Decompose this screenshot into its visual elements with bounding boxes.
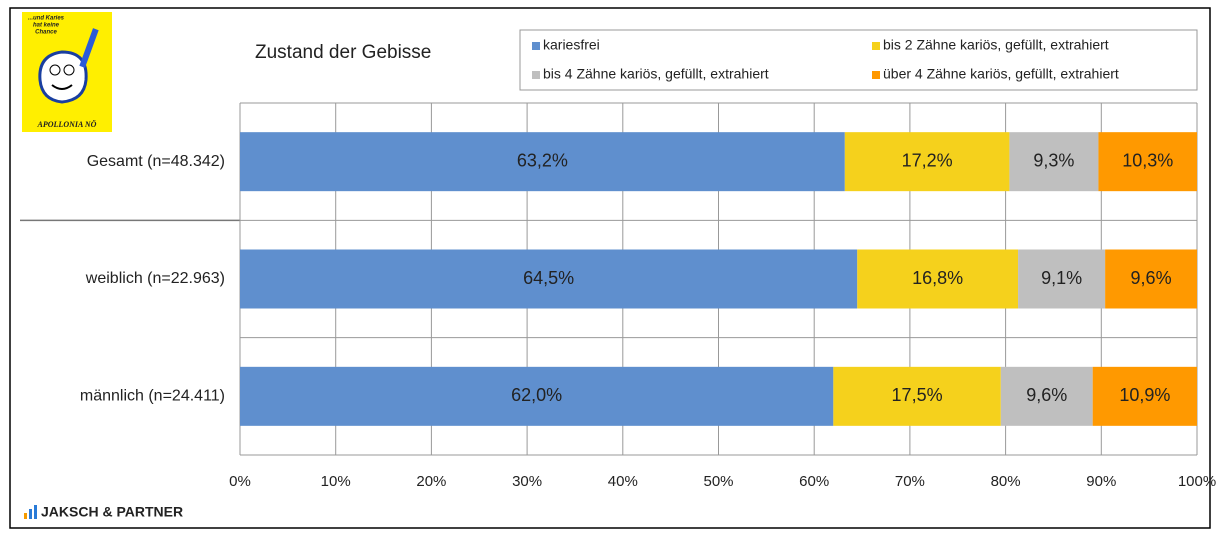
bar-segment [1098,132,1197,192]
logo-eye [63,64,75,76]
logo-slogan: ...und Karies [28,16,65,22]
data-label: 9,6% [1131,268,1172,288]
data-label: 63,2% [517,150,568,170]
legend-swatch [872,42,880,50]
x-tick-label: 100% [1178,473,1216,490]
data-label: 9,1% [1041,268,1082,288]
data-label: 10,9% [1119,385,1170,405]
x-tick-label: 80% [991,473,1021,490]
x-tick-label: 0% [229,473,251,490]
logo-tooth [38,50,88,104]
company-logo: JAKSCH & PARTNER [24,504,183,520]
bar-segment [240,249,858,309]
logo-slogan: hat keine [33,23,60,29]
company-name: JAKSCH & PARTNER [41,504,183,520]
bar-segment [1009,132,1099,192]
logo-eye [49,64,61,76]
bar-segment [1092,366,1197,426]
y-tick-label: männlich (n=24.411) [80,388,225,405]
logo-bar [29,509,32,519]
data-label: 9,6% [1026,385,1067,405]
bar-segment [844,132,1010,192]
legend-swatch [532,42,540,50]
logo-bar [24,513,27,519]
legend-swatch [532,71,540,79]
x-tick-label: 90% [1086,473,1116,490]
logo: ...und Karies hat keine Chance APOLLONIA… [22,12,112,132]
bar-segment [857,249,1019,309]
data-label: 16,8% [912,268,963,288]
x-tick-label: 50% [703,473,733,490]
chart-title: Zustand der Gebisse [255,42,431,63]
x-tick-label: 60% [799,473,829,490]
x-tick-label: 10% [321,473,351,490]
x-tick-label: 20% [416,473,446,490]
logo-mouth [51,84,73,90]
bar-segment [240,132,845,192]
x-tick-label: 70% [895,473,925,490]
data-label: 10,3% [1122,150,1173,170]
y-tick-label: Gesamt (n=48.342) [87,153,225,170]
legend-label: kariesfrei [543,37,600,53]
legend-box [519,29,1198,91]
bar-segment [240,366,834,426]
legend-label: bis 2 Zähne kariös, gefüllt, extrahiert [883,37,1109,53]
bar-segment [833,366,1001,426]
bar-segment [1105,249,1197,309]
legend-swatch [872,71,880,79]
logo-brush [79,28,99,68]
legend-label: bis 4 Zähne kariös, gefüllt, extrahiert [543,66,769,82]
legend-label: über 4 Zähne kariös, gefüllt, extrahiert [883,66,1119,82]
x-tick-label: 30% [512,473,542,490]
bar-segment [1000,366,1093,426]
bar-segment [1018,249,1106,309]
logo-name: APOLLONIA NÖ [37,120,97,129]
data-label: 17,2% [902,150,953,170]
y-tick-label: weiblich (n=22.963) [85,270,225,287]
data-label: 64,5% [523,268,574,288]
logo-slogan: Chance [35,30,57,36]
x-tick-label: 40% [608,473,638,490]
data-label: 17,5% [892,385,943,405]
data-label: 62,0% [511,385,562,405]
logo-bar [34,505,37,519]
data-label: 9,3% [1033,150,1074,170]
